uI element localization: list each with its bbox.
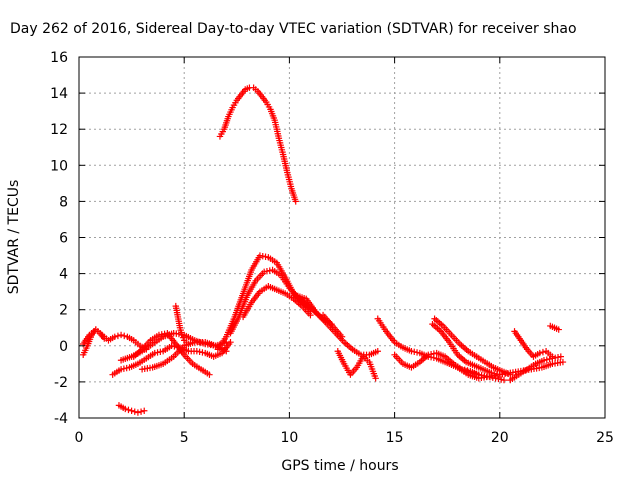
- y-tick-label: 10: [50, 158, 68, 174]
- data-point-interp: [259, 252, 266, 260]
- data-point: [223, 348, 230, 355]
- data-point: [155, 331, 163, 339]
- data-point: [193, 348, 201, 355]
- x-tick-label: 15: [386, 430, 404, 446]
- data-point-interp: [498, 376, 505, 383]
- data-point-interp: [158, 331, 165, 338]
- data-point-interp: [131, 408, 138, 415]
- data-point: [549, 353, 556, 360]
- data-point: [122, 405, 129, 413]
- y-tick-label: -2: [54, 375, 68, 391]
- data-point-interp: [137, 408, 145, 415]
- y-tick-label: 2: [59, 303, 68, 319]
- data-point: [338, 333, 346, 340]
- y-tick-labels: -4 -2 0 2 4 6 8 10 12 14 16: [50, 50, 68, 427]
- data-point-interp: [157, 348, 164, 356]
- data-points: [80, 84, 567, 416]
- data-point-interp: [472, 370, 480, 378]
- tick-marks: [78, 56, 606, 419]
- data-point-interp: [543, 356, 550, 363]
- data-point-interp: [266, 267, 273, 274]
- x-tick-label: 20: [491, 430, 509, 446]
- data-point-interp: [413, 349, 421, 356]
- chart-title: Day 262 of 2016, Sidereal Day-to-day VTE…: [10, 21, 577, 37]
- data-point: [500, 376, 508, 384]
- data-point: [292, 198, 299, 205]
- x-tick-label: 25: [596, 430, 614, 446]
- y-tick-label: 12: [50, 122, 68, 138]
- x-axis-label: GPS time / hours: [281, 458, 398, 474]
- data-point-interp: [262, 253, 269, 260]
- data-point: [168, 342, 175, 349]
- data-point-interp: [411, 348, 418, 356]
- data-point: [183, 338, 190, 346]
- data-point-interp: [427, 351, 435, 358]
- data-point: [206, 371, 213, 378]
- data-point: [117, 366, 125, 373]
- x-tick-label: 5: [180, 430, 189, 446]
- x-tick-label: 10: [280, 430, 298, 446]
- data-point-interp: [125, 406, 132, 414]
- data-point: [223, 338, 230, 346]
- data-point-interp: [263, 267, 271, 275]
- data-point: [425, 351, 432, 359]
- y-axis-label: SDTVAR / TECUs: [6, 180, 22, 295]
- data-point: [557, 353, 565, 360]
- data-point-interp: [121, 332, 128, 340]
- data-point: [559, 358, 567, 366]
- x-tick-labels: 0 5 10 15 20 25: [75, 430, 614, 446]
- y-tick-label: 8: [59, 194, 68, 210]
- data-point: [141, 407, 148, 414]
- y-tick-label: 6: [59, 231, 68, 247]
- data-point: [101, 335, 108, 342]
- data-point: [117, 331, 125, 339]
- data-point-interp: [539, 348, 547, 356]
- y-tick-label: 14: [50, 86, 68, 102]
- data-point-interp: [196, 348, 203, 356]
- data-point: [372, 375, 379, 382]
- data-point: [260, 268, 268, 275]
- data-point-interp: [154, 349, 161, 356]
- data-point-interp: [161, 330, 168, 337]
- data-point: [256, 252, 264, 259]
- data-point: [111, 333, 118, 340]
- data-point: [134, 409, 142, 416]
- data-point-interp: [495, 375, 502, 383]
- data-point: [128, 407, 135, 414]
- data-point-interp: [120, 365, 128, 372]
- data-point: [536, 349, 543, 357]
- data-point-interp: [199, 349, 206, 356]
- data-point: [540, 357, 548, 364]
- data-point: [555, 326, 562, 333]
- y-tick-label: 0: [59, 339, 68, 355]
- data-point: [374, 348, 381, 355]
- data-point-interp: [554, 354, 562, 361]
- y-tick-label: 16: [50, 50, 68, 66]
- x-tick-label: 0: [75, 430, 84, 446]
- data-point: [151, 349, 158, 357]
- y-tick-label: 4: [59, 267, 68, 283]
- data-point: [307, 311, 314, 319]
- data-point-interp: [123, 364, 130, 372]
- y-tick-label: -4: [54, 411, 68, 427]
- data-point-interp: [552, 354, 559, 362]
- data-point: [408, 348, 415, 355]
- data-point-interp: [114, 332, 122, 340]
